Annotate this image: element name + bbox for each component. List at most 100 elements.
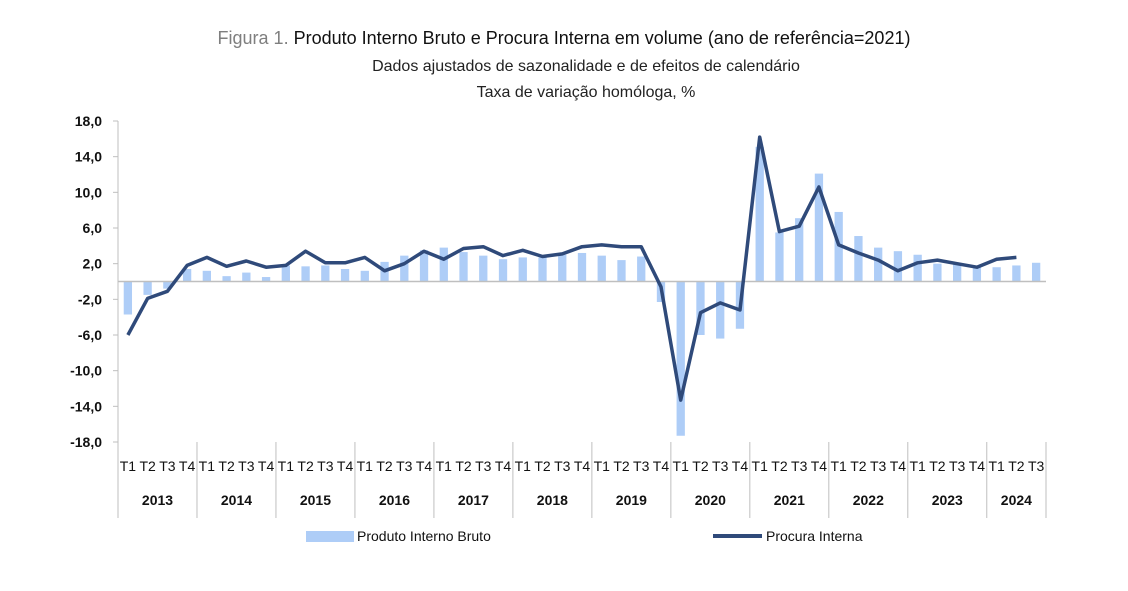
x-quarter-label: T3 (554, 458, 571, 474)
bar-pib (123, 281, 133, 315)
bar-pib (261, 277, 271, 282)
legend-label-procura: Procura Interna (766, 528, 863, 544)
bar-pib (281, 265, 290, 282)
y-tick-label: 2,0 (83, 256, 103, 272)
x-quarter-label: T1 (199, 458, 216, 474)
x-year-label: 2020 (695, 492, 726, 508)
bar-pib (696, 281, 705, 335)
x-year-label: 2019 (616, 492, 647, 508)
y-tick-label: -18,0 (70, 434, 102, 450)
x-quarter-label: T1 (752, 458, 769, 474)
y-tick-label: -10,0 (70, 363, 102, 379)
bar-pib (933, 263, 942, 282)
bar-pib (775, 232, 784, 282)
x-quarter-label: T4 (890, 458, 907, 474)
y-tick-label: 10,0 (75, 184, 102, 200)
bar-pib (874, 247, 883, 282)
x-quarter-label: T4 (416, 458, 433, 474)
x-quarter-label: T3 (791, 458, 808, 474)
bar-pib (795, 218, 804, 282)
chart-subtitle-1: Dados ajustados de sazonalidade e de efe… (372, 58, 800, 75)
bar-pib (558, 254, 567, 282)
x-quarter-label: T4 (653, 458, 670, 474)
x-quarter-label: T4 (969, 458, 986, 474)
x-year-label: 2022 (853, 492, 884, 508)
bar-pib (1031, 262, 1041, 282)
bar-pib (755, 146, 764, 282)
x-quarter-label: T1 (831, 458, 848, 474)
title-text: Produto Interno Bruto e Procura Interna … (293, 28, 911, 48)
x-year-label: 2023 (932, 492, 963, 508)
x-quarter-label: T1 (357, 458, 374, 474)
bar-pib (459, 252, 468, 282)
x-quarter-label: T2 (692, 458, 709, 474)
bar-pib (992, 267, 1001, 282)
x-year-label: 2013 (142, 492, 173, 508)
x-quarter-label: T4 (574, 458, 591, 474)
bar-pib (182, 269, 192, 282)
x-quarter-label: T4 (337, 458, 354, 474)
x-year-label: 2021 (774, 492, 805, 508)
x-quarter-label: T2 (534, 458, 551, 474)
chart-title: Figura 1. Produto Interno Bruto e Procur… (0, 28, 1128, 49)
bar-pib (498, 259, 508, 282)
bar-pib (913, 254, 922, 282)
x-quarter-label: T2 (376, 458, 393, 474)
y-tick-label: -6,0 (78, 327, 102, 343)
x-quarter-label: T4 (258, 458, 275, 474)
bar-pib (617, 260, 626, 282)
y-tick-label: -14,0 (70, 398, 102, 414)
bar-pib (637, 256, 646, 282)
x-year-label: 2018 (537, 492, 568, 508)
bar-pib (1012, 265, 1021, 282)
bar-pib (400, 255, 409, 282)
x-year-label: 2024 (1001, 492, 1032, 508)
x-quarter-label: T2 (218, 458, 235, 474)
legend-label-pib: Produto Interno Bruto (357, 528, 491, 544)
legend-swatch-pib (306, 531, 354, 542)
x-quarter-label: T3 (870, 458, 887, 474)
bar-pib (439, 247, 448, 282)
x-quarter-label: T2 (850, 458, 867, 474)
bar-pib (972, 267, 982, 282)
x-year-label: 2016 (379, 492, 410, 508)
bar-pib (360, 270, 369, 282)
x-year-label: 2015 (300, 492, 331, 508)
line-series-procura (126, 135, 1017, 402)
bar-pib (814, 173, 824, 282)
y-tick-label: 14,0 (75, 149, 102, 165)
bar-pib (419, 250, 429, 282)
line-procura (126, 135, 1017, 402)
bar-pib (893, 251, 903, 282)
x-quarter-label: T4 (811, 458, 828, 474)
figure-label: Figura 1. (217, 28, 289, 48)
x-quarter-label: T3 (159, 458, 176, 474)
bar-pib (676, 281, 685, 436)
x-year-label: 2014 (221, 492, 252, 508)
x-quarter-label: T1 (673, 458, 690, 474)
x-quarter-label: T1 (988, 458, 1005, 474)
bar-pib (577, 252, 587, 282)
bar-pib (202, 270, 211, 282)
x-quarter-label: T1 (594, 458, 611, 474)
bar-pib (340, 269, 350, 282)
bar-pib (222, 276, 231, 282)
x-quarter-label: T3 (475, 458, 492, 474)
y-tick-label: 6,0 (83, 220, 103, 236)
bar-pib (953, 262, 962, 282)
bar-pib (143, 281, 152, 295)
bar-pib (242, 272, 251, 282)
bar-pib (538, 257, 547, 282)
x-quarter-label: T1 (909, 458, 926, 474)
bar-pib (163, 281, 172, 289)
bar-pib (301, 266, 310, 282)
bar-pib (597, 255, 606, 282)
chart-subtitle-2: Taxa de variação homóloga, % (476, 84, 696, 101)
bar-pib (518, 257, 527, 282)
x-quarter-label: T3 (1028, 458, 1045, 474)
x-quarter-label: T1 (120, 458, 137, 474)
x-quarter-label: T2 (613, 458, 630, 474)
axes: 18,0 14,0 10,0 6,0 2,0 -2,0 -6,0 -10,0 -14,0 -18,… (70, 113, 1047, 518)
x-quarter-label: T3 (949, 458, 966, 474)
